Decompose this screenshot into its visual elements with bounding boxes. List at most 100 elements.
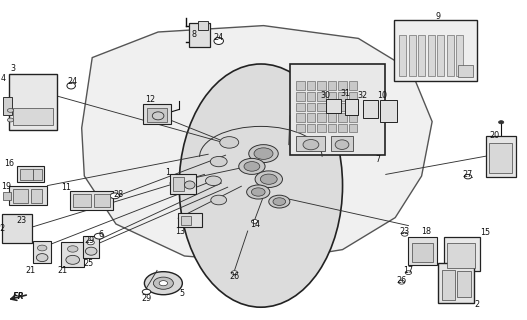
Text: 23: 23 [16, 216, 26, 225]
Text: 2: 2 [474, 300, 480, 309]
Ellipse shape [67, 246, 78, 252]
Bar [338, 103, 347, 111]
Text: 5: 5 [179, 289, 184, 298]
Bar [408, 237, 437, 265]
Text: 29: 29 [141, 294, 152, 303]
Bar [178, 213, 202, 227]
Ellipse shape [254, 148, 273, 159]
Ellipse shape [67, 83, 75, 89]
Bar [328, 103, 336, 111]
Ellipse shape [110, 193, 120, 199]
Bar [399, 35, 406, 76]
Text: 1: 1 [165, 168, 170, 177]
Bar [198, 21, 208, 30]
Ellipse shape [25, 218, 30, 223]
Bar [13, 108, 53, 125]
Ellipse shape [211, 195, 227, 205]
Ellipse shape [87, 240, 94, 245]
Ellipse shape [210, 156, 227, 167]
Ellipse shape [402, 232, 408, 236]
Bar [307, 113, 315, 122]
Bar [338, 124, 347, 132]
Ellipse shape [303, 140, 319, 150]
Text: 31: 31 [340, 89, 350, 98]
Bar [345, 99, 358, 115]
Bar [307, 81, 315, 90]
Bar [317, 103, 326, 111]
Text: 27: 27 [463, 170, 473, 179]
Bar [349, 113, 357, 122]
Ellipse shape [153, 277, 173, 289]
Ellipse shape [251, 220, 258, 223]
Bar [428, 35, 435, 76]
Bar [489, 143, 512, 173]
Ellipse shape [220, 137, 239, 148]
Ellipse shape [464, 174, 472, 179]
Ellipse shape [214, 37, 223, 44]
Ellipse shape [239, 158, 265, 174]
Bar [331, 136, 353, 151]
Ellipse shape [206, 176, 221, 186]
Ellipse shape [335, 140, 349, 149]
Text: 18: 18 [421, 228, 431, 236]
Ellipse shape [152, 112, 164, 120]
Bar [486, 136, 516, 177]
Text: 26: 26 [396, 276, 407, 285]
Bar [20, 169, 33, 180]
Text: 29: 29 [84, 236, 95, 245]
Bar [307, 124, 315, 132]
Bar [444, 237, 480, 271]
Bar [9, 74, 57, 130]
Text: 12: 12 [145, 95, 155, 104]
Bar [328, 81, 336, 90]
Ellipse shape [405, 271, 412, 275]
Ellipse shape [249, 145, 278, 163]
Text: 24: 24 [213, 33, 224, 42]
Ellipse shape [179, 64, 343, 307]
Text: 3: 3 [11, 64, 16, 73]
Text: 7: 7 [376, 155, 381, 164]
Bar [33, 169, 42, 180]
Bar [328, 113, 336, 122]
Bar [290, 64, 385, 155]
Ellipse shape [85, 247, 97, 255]
Text: 16: 16 [5, 159, 14, 168]
Bar [317, 92, 326, 101]
Text: 8: 8 [191, 30, 197, 39]
Ellipse shape [7, 108, 14, 112]
Bar [457, 271, 471, 297]
Bar [447, 35, 454, 76]
Bar [3, 192, 11, 200]
Bar [328, 92, 336, 101]
Bar [73, 194, 91, 207]
Bar [307, 92, 315, 101]
Bar [338, 92, 347, 101]
Bar [349, 92, 357, 101]
Text: 4: 4 [0, 74, 5, 83]
Text: 13: 13 [175, 227, 185, 236]
Bar [3, 97, 12, 115]
Ellipse shape [247, 185, 270, 199]
Bar [326, 99, 341, 113]
Ellipse shape [159, 281, 168, 286]
Bar [296, 113, 305, 122]
Bar [189, 23, 210, 47]
Bar [13, 189, 28, 203]
Ellipse shape [499, 121, 504, 124]
Ellipse shape [7, 118, 14, 122]
Bar [296, 81, 305, 90]
Ellipse shape [269, 195, 290, 208]
Text: 15: 15 [480, 228, 490, 237]
Text: 9: 9 [436, 12, 441, 21]
Text: 17: 17 [403, 266, 414, 275]
Bar [349, 103, 357, 111]
Bar [170, 174, 196, 194]
Ellipse shape [94, 233, 104, 239]
Bar [456, 35, 463, 76]
Bar [338, 113, 347, 122]
Bar [296, 92, 305, 101]
Bar [143, 104, 171, 124]
Ellipse shape [260, 174, 277, 184]
Bar [17, 166, 44, 182]
Text: 22: 22 [0, 224, 5, 233]
